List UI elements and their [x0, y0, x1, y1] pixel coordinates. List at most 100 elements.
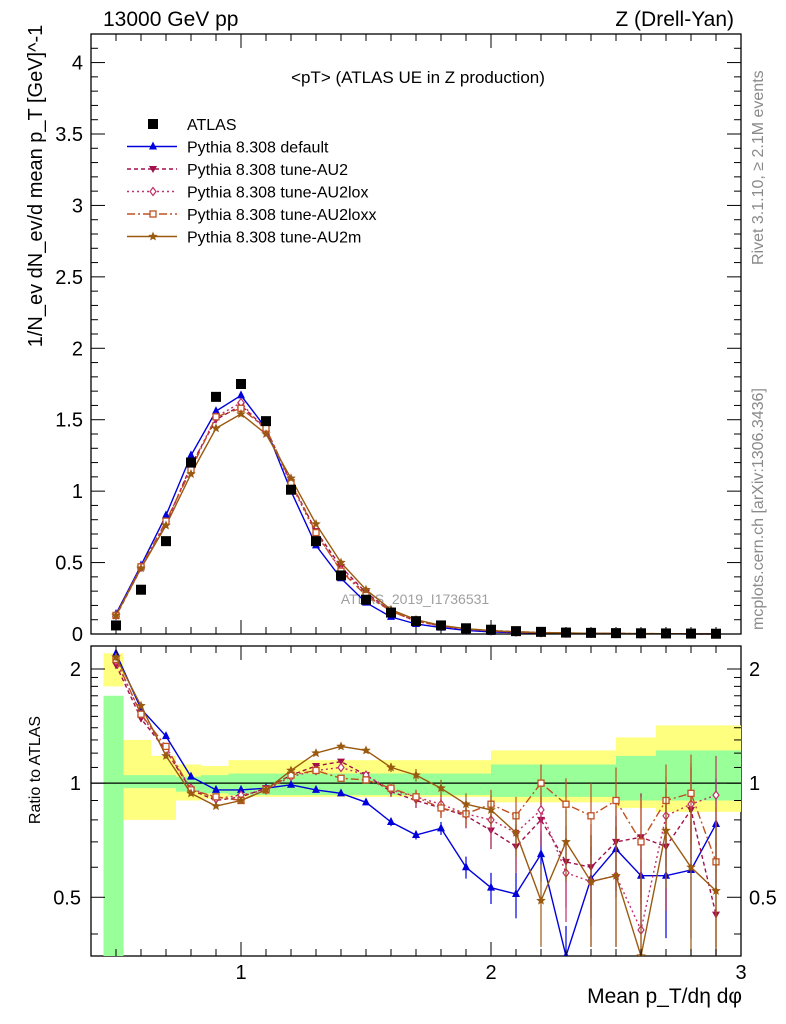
header-left: 13000 GeV pp [103, 8, 238, 31]
ratio-point [586, 876, 596, 886]
ratio-point [361, 745, 371, 755]
ratio-point [136, 700, 146, 710]
legend-marker [149, 186, 157, 197]
ratio-point [437, 823, 445, 832]
ratio-point [337, 788, 345, 797]
legend-item: Pythia 8.308 tune-AU2lox [127, 185, 368, 202]
ratio-plot: 0.5 0.5 1 1 2 2 1 2 3 [53, 34, 777, 984]
main-point [111, 610, 121, 620]
legend-label: Pythia 8.308 default [187, 140, 329, 157]
y-tick-label: 4 [72, 53, 83, 75]
ratio-point [212, 784, 220, 793]
ratio-ylabel: Ratio to ATLAS [27, 716, 44, 824]
x-axis: 1 2 3 [90, 34, 747, 984]
main-y-axis: 0 0.5 1 1.5 2 2.5 3 3.5 4 [55, 33, 741, 646]
y-tick-label: 1.5 [55, 410, 83, 432]
ratio-point [362, 797, 370, 806]
y-tick-label: 1 [749, 773, 760, 795]
ratio-point [537, 849, 545, 858]
y-tick-label: 0.5 [749, 887, 777, 909]
legend-label: Pythia 8.308 tune-AU2 [187, 162, 348, 179]
ratio-point [512, 889, 520, 898]
ratio-point [562, 800, 570, 808]
main-point [336, 557, 346, 567]
atlas-point [111, 620, 121, 631]
ratio-point [186, 788, 196, 798]
ratio-point [212, 793, 220, 801]
legend-marker [149, 210, 157, 218]
uncertainty-band-green [491, 764, 616, 797]
ratio-point [561, 836, 571, 846]
ratio-point [137, 710, 145, 718]
band-spacer [124, 820, 152, 956]
atlas-point [361, 594, 371, 605]
y-tick-label: 2 [72, 338, 83, 360]
ratio-point [387, 784, 395, 792]
atlas-point [411, 616, 421, 627]
ratio-point [312, 784, 320, 793]
legend-marker [149, 141, 157, 150]
atlas-point [286, 484, 296, 495]
atlas-point [336, 570, 346, 581]
ratio-point [337, 758, 345, 766]
atlas-point [211, 391, 221, 402]
atlas-point [311, 536, 321, 547]
ratio-bands [103, 653, 741, 956]
y-tick-label: 1 [72, 481, 83, 503]
uncertainty-band-green [656, 750, 741, 801]
y-tick-label: 2 [70, 659, 81, 681]
main-point [261, 429, 271, 438]
ratio-point [237, 784, 245, 793]
ratio-point [286, 765, 296, 775]
ratio-point [386, 762, 396, 772]
atlas-point [186, 457, 196, 468]
main-point [136, 563, 146, 573]
ratio-point [537, 804, 545, 815]
y-tick-label: 2.5 [55, 267, 83, 289]
y-tick-label: 0 [72, 624, 83, 646]
atlas-point [136, 584, 146, 595]
main-point [211, 423, 221, 433]
ratio-point [412, 829, 420, 838]
ratio-point [162, 742, 170, 751]
ratio-point [411, 770, 421, 780]
uncertainty-band-green [228, 773, 491, 796]
legend-item: Pythia 8.308 tune-AU2m [127, 230, 361, 247]
mcplots-label: mcplots.cern.ch [arXiv:1306.3436] [750, 388, 767, 630]
ratio-point [611, 870, 621, 880]
main-point [187, 450, 195, 459]
uncertainty-band-green [103, 695, 124, 956]
legend-label: ATLAS [187, 117, 237, 134]
legend-item: Pythia 8.308 tune-AU2 [127, 162, 348, 179]
atlas-point [236, 379, 246, 389]
uncertainty-band-green [151, 775, 176, 789]
ratio-series [111, 648, 721, 956]
ratio-point [362, 776, 370, 784]
legend-marker [148, 231, 158, 241]
x-tick-label: 1 [235, 962, 246, 984]
main-point [162, 510, 170, 519]
atlas-point [436, 620, 446, 631]
y-tick-label: 0.5 [53, 887, 81, 909]
atlas-point [161, 536, 171, 547]
atlas-point [386, 607, 396, 618]
ratio-point [711, 885, 721, 895]
ratio-point [337, 762, 345, 773]
legend-label: Pythia 8.308 tune-AU2m [187, 230, 361, 247]
ratio-point [487, 882, 495, 891]
ratio-point [312, 766, 320, 775]
uncertainty-band-green [201, 775, 229, 794]
y-tick-label: 1 [70, 773, 81, 795]
ratio-point [211, 801, 221, 811]
ratio-point [387, 816, 395, 825]
ratio-point [412, 793, 420, 801]
ratio-point [311, 748, 321, 758]
ratio-point [612, 796, 620, 805]
ratio-point [261, 784, 271, 794]
y-tick-label: 2 [749, 659, 760, 681]
ratio-point [162, 731, 170, 740]
legend-label: Pythia 8.308 tune-AU2lox [187, 185, 368, 202]
ratio-point [661, 825, 671, 835]
header-right: Z (Drell-Yan) [615, 8, 734, 31]
